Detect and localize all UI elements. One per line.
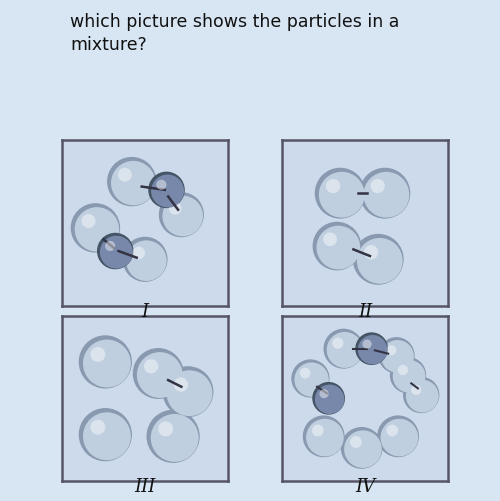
Circle shape [315,385,344,414]
Circle shape [370,179,385,193]
Circle shape [312,425,324,436]
Circle shape [158,421,173,436]
Circle shape [312,222,361,271]
Circle shape [357,238,403,284]
Circle shape [306,419,344,456]
Circle shape [162,196,203,236]
Circle shape [380,419,418,456]
Circle shape [390,357,426,393]
Circle shape [320,389,328,398]
Circle shape [319,172,364,217]
Circle shape [332,338,344,349]
Circle shape [362,340,372,349]
Circle shape [303,415,344,457]
Circle shape [378,337,414,374]
Circle shape [312,382,345,415]
Circle shape [151,174,184,207]
Circle shape [126,240,166,281]
Circle shape [364,245,378,260]
Circle shape [107,157,156,206]
Circle shape [122,237,168,282]
Text: I: I [142,303,148,321]
Circle shape [97,233,134,270]
Circle shape [100,235,133,269]
Text: which picture shows the particles in a
mixture?: which picture shows the particles in a m… [70,13,400,54]
Circle shape [174,377,188,392]
Circle shape [144,359,158,373]
Circle shape [324,232,337,246]
Text: II: II [358,303,372,321]
Circle shape [377,415,419,457]
Circle shape [360,168,410,218]
Circle shape [148,172,185,208]
Circle shape [156,180,166,190]
Circle shape [386,345,396,355]
Circle shape [355,332,388,365]
Circle shape [137,352,182,398]
Circle shape [392,360,426,393]
Circle shape [350,436,362,448]
Circle shape [166,370,212,416]
Circle shape [398,365,408,375]
Circle shape [82,214,96,228]
Circle shape [162,366,214,417]
Circle shape [78,408,132,461]
Circle shape [300,368,310,378]
Circle shape [74,207,119,252]
Circle shape [358,335,388,364]
Circle shape [146,410,200,463]
Circle shape [150,414,198,462]
Circle shape [105,241,115,251]
Circle shape [316,225,360,270]
Circle shape [118,168,132,182]
Circle shape [83,340,131,387]
Circle shape [341,427,382,469]
Circle shape [83,412,131,460]
Circle shape [168,202,181,214]
Circle shape [406,380,438,412]
Circle shape [344,430,382,468]
Circle shape [70,203,120,253]
Circle shape [132,246,145,260]
Circle shape [111,161,156,205]
Circle shape [324,329,364,369]
Circle shape [411,385,421,395]
Text: III: III [134,478,156,496]
Circle shape [403,377,440,413]
Circle shape [294,362,329,397]
Circle shape [381,340,414,373]
Circle shape [314,168,366,218]
Circle shape [292,359,330,398]
Circle shape [326,332,362,368]
Circle shape [364,172,410,217]
Text: IV: IV [355,478,375,496]
Circle shape [90,420,106,435]
Circle shape [159,192,204,237]
Circle shape [90,347,106,362]
Circle shape [386,425,398,436]
Circle shape [133,348,184,399]
Circle shape [326,179,340,193]
Circle shape [78,335,132,389]
Circle shape [353,234,404,285]
